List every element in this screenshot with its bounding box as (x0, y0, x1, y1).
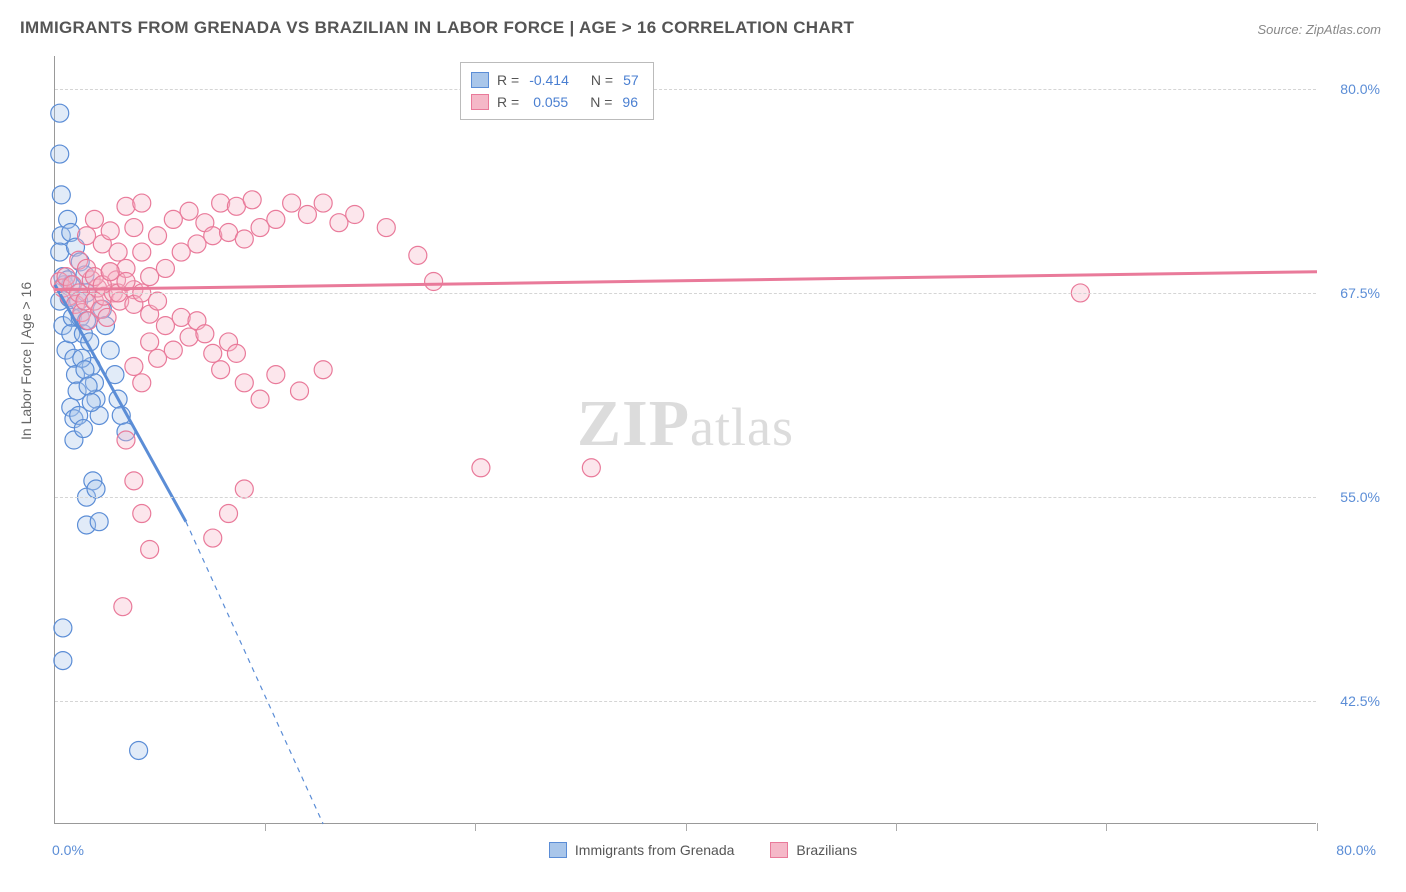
legend-r2: 0.055 (533, 91, 568, 113)
correlation-legend: R = -0.414 N = 57 R = 0.055 N = 96 (460, 62, 654, 120)
y-axis-title: In Labor Force | Age > 16 (18, 282, 34, 440)
legend-r1: -0.414 (529, 69, 569, 91)
legend-swatch-b2 (770, 842, 788, 858)
legend-row-2: R = 0.055 N = 96 (471, 91, 639, 113)
legend-swatch-1 (471, 72, 489, 88)
legend-n1: 57 (623, 69, 639, 91)
scatter-svg (55, 56, 1317, 824)
x-min-label: 0.0% (52, 842, 84, 858)
legend-swatch-2 (471, 94, 489, 110)
series-name-1: Immigrants from Grenada (575, 842, 735, 858)
chart-container: IMMIGRANTS FROM GRENADA VS BRAZILIAN IN … (0, 0, 1406, 892)
series-name-2: Brazilians (796, 842, 857, 858)
legend-swatch-b1 (549, 842, 567, 858)
x-max-label: 80.0% (1336, 842, 1376, 858)
series-legend: Immigrants from Grenada Brazilians (0, 842, 1406, 858)
legend-row-1: R = -0.414 N = 57 (471, 69, 639, 91)
source-label: Source: ZipAtlas.com (1257, 22, 1381, 37)
series-legend-item-1: Immigrants from Grenada (549, 842, 735, 858)
plot-area: ZIPatlas 42.5%55.0%67.5%80.0% (54, 56, 1316, 824)
legend-n2: 96 (622, 91, 638, 113)
series-legend-item-2: Brazilians (770, 842, 857, 858)
chart-title: IMMIGRANTS FROM GRENADA VS BRAZILIAN IN … (20, 18, 854, 38)
